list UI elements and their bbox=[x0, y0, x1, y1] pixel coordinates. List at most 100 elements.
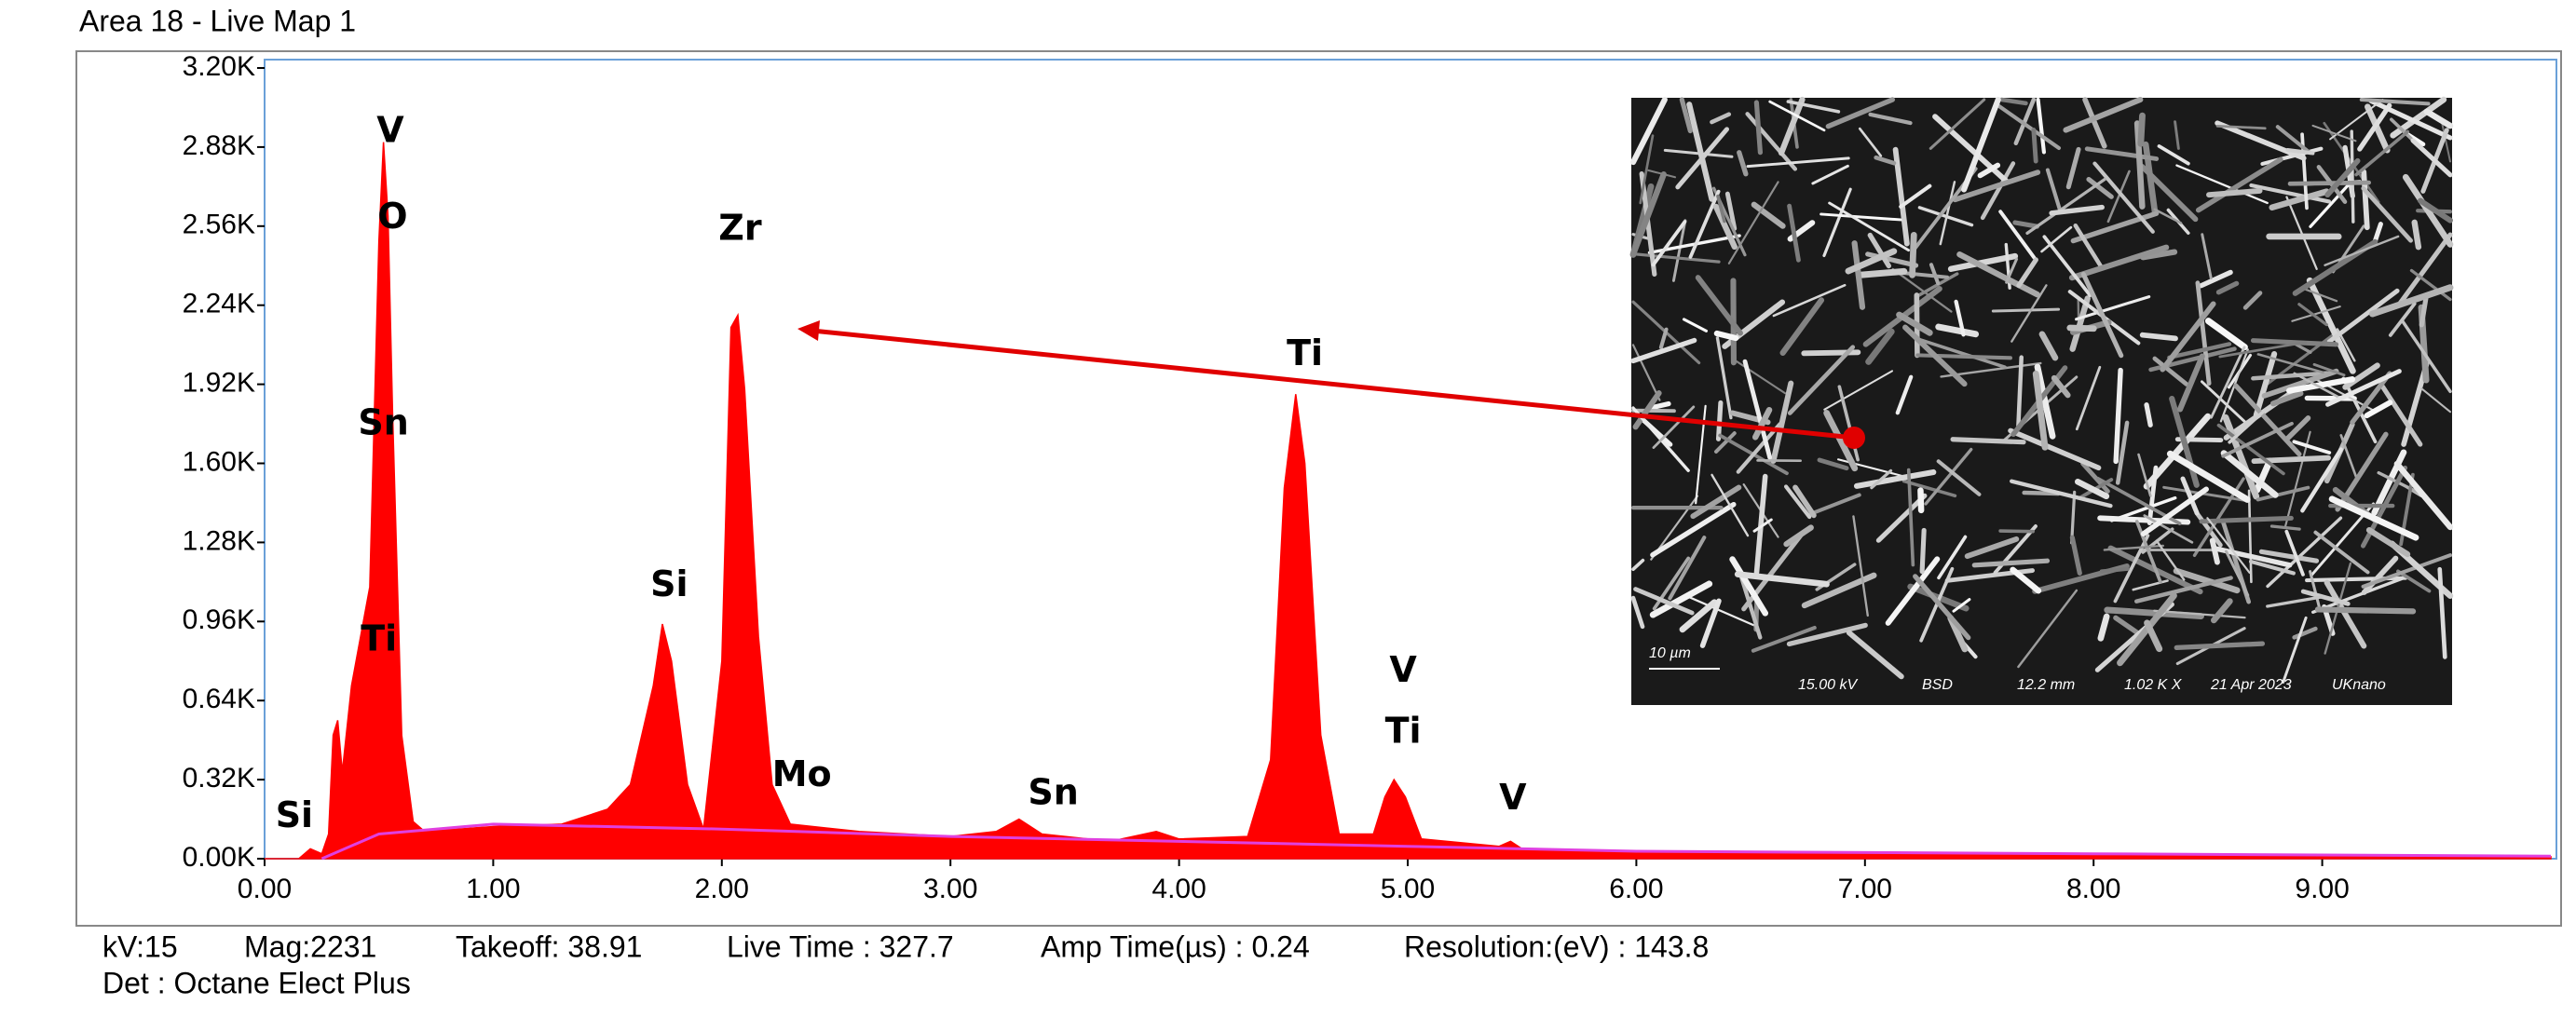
plot: 0.00K 0.32K 0.64K 0.96K 1.28K 1.60K 1.92K 2.24K… bbox=[183, 51, 2552, 904]
needle bbox=[1630, 337, 1697, 364]
footer-item: Resolution:(eV) : 143.8 bbox=[1404, 929, 1709, 963]
needle bbox=[2326, 288, 2400, 345]
needle bbox=[2247, 489, 2253, 584]
needle bbox=[2300, 589, 2351, 606]
needle bbox=[1952, 598, 1971, 613]
needle bbox=[1891, 267, 1953, 313]
needle bbox=[2097, 613, 2110, 642]
needle bbox=[1727, 181, 1779, 265]
needle bbox=[2311, 124, 2357, 142]
needle bbox=[2389, 117, 2417, 144]
peak-label: Ti bbox=[1385, 711, 1422, 752]
peak-label: Ti bbox=[1287, 332, 1323, 373]
needle bbox=[2173, 567, 2241, 594]
needle bbox=[1947, 252, 2019, 272]
needle bbox=[1902, 324, 1968, 387]
needle bbox=[1885, 556, 1941, 626]
x-tick-label: 8.00 bbox=[2066, 874, 2120, 904]
needle bbox=[1935, 323, 1980, 338]
y-tick-label: 0.96K bbox=[183, 604, 255, 635]
needle bbox=[2283, 430, 2311, 528]
needle bbox=[2198, 269, 2233, 289]
needle bbox=[2228, 407, 2269, 444]
needle bbox=[2074, 478, 2110, 500]
needle bbox=[1713, 330, 1739, 342]
needle bbox=[2010, 284, 2048, 343]
sem-label: BSD bbox=[1922, 677, 1953, 693]
needle bbox=[2013, 97, 2037, 146]
needle bbox=[2293, 372, 2343, 400]
needle bbox=[2080, 461, 2110, 494]
needle bbox=[1711, 473, 1750, 537]
needle bbox=[1783, 484, 1812, 520]
needle bbox=[1783, 524, 1814, 548]
needle bbox=[1892, 146, 1910, 247]
needle bbox=[2167, 342, 2232, 360]
needle bbox=[1865, 328, 1895, 365]
needle bbox=[1714, 431, 1737, 454]
needle bbox=[2297, 303, 2328, 327]
needle bbox=[2069, 295, 2091, 352]
needle bbox=[2084, 146, 2160, 161]
needle bbox=[2144, 402, 2153, 427]
needle bbox=[1868, 112, 1913, 126]
needle bbox=[2195, 280, 2212, 387]
needle bbox=[1731, 357, 1787, 395]
needle bbox=[2313, 530, 2370, 575]
needle bbox=[2206, 517, 2251, 574]
needle bbox=[1998, 529, 2035, 534]
footer-item: Live Time : 327.7 bbox=[727, 929, 954, 963]
needle bbox=[1822, 187, 1852, 258]
needle bbox=[1629, 171, 1667, 258]
needle bbox=[1846, 630, 1904, 680]
needle bbox=[1823, 370, 1894, 411]
needle bbox=[2040, 225, 2073, 253]
needle bbox=[2269, 390, 2304, 407]
needle bbox=[1875, 493, 1928, 543]
needle bbox=[1778, 96, 1806, 156]
footer-item: Takeoff: 38.91 bbox=[456, 929, 642, 963]
needle bbox=[2222, 414, 2260, 500]
needle bbox=[2304, 288, 2338, 303]
needle bbox=[2314, 606, 2417, 615]
needle bbox=[1870, 468, 1893, 490]
y-tick-label: 3.20K bbox=[183, 51, 255, 82]
needle bbox=[1772, 283, 1847, 318]
needle bbox=[1961, 96, 2001, 193]
needle bbox=[2396, 569, 2432, 593]
needle bbox=[2063, 96, 2144, 133]
arrow-head bbox=[797, 320, 820, 341]
needle bbox=[2010, 566, 2042, 594]
sem-inset: 10 µm 15.00 kV BSD 12.2 mm 1.02 K X 21 Apr 20… bbox=[1629, 96, 2454, 705]
needle bbox=[1686, 102, 1715, 202]
needle bbox=[1855, 267, 1908, 278]
needle bbox=[2300, 447, 2343, 513]
needle bbox=[2224, 549, 2250, 597]
needle bbox=[1852, 515, 1869, 617]
needle bbox=[2134, 520, 2162, 584]
needle bbox=[1736, 422, 1782, 474]
needle bbox=[2324, 235, 2400, 266]
arrow-dot bbox=[1843, 427, 1865, 449]
needle bbox=[1917, 487, 1925, 514]
needle bbox=[1751, 625, 1817, 653]
needle bbox=[2402, 173, 2454, 248]
needle bbox=[2162, 485, 2249, 503]
needle bbox=[2153, 208, 2183, 224]
y-tick-label: 1.92K bbox=[183, 368, 255, 399]
needle bbox=[2176, 353, 2205, 413]
needle bbox=[2082, 97, 2107, 149]
needle bbox=[2200, 380, 2250, 427]
needle bbox=[1631, 344, 1661, 401]
needle bbox=[1639, 134, 1655, 205]
needle bbox=[1716, 194, 1726, 224]
needle bbox=[2175, 164, 2269, 205]
y-tick-label: 2.88K bbox=[183, 130, 255, 161]
needle bbox=[2215, 280, 2240, 295]
needle bbox=[1715, 400, 1724, 441]
peak-label: Sn bbox=[1028, 772, 1078, 813]
x-tick-label: 5.00 bbox=[1381, 874, 1435, 904]
needle bbox=[2104, 606, 2204, 620]
needle bbox=[1712, 203, 1738, 251]
needle bbox=[2354, 129, 2410, 177]
